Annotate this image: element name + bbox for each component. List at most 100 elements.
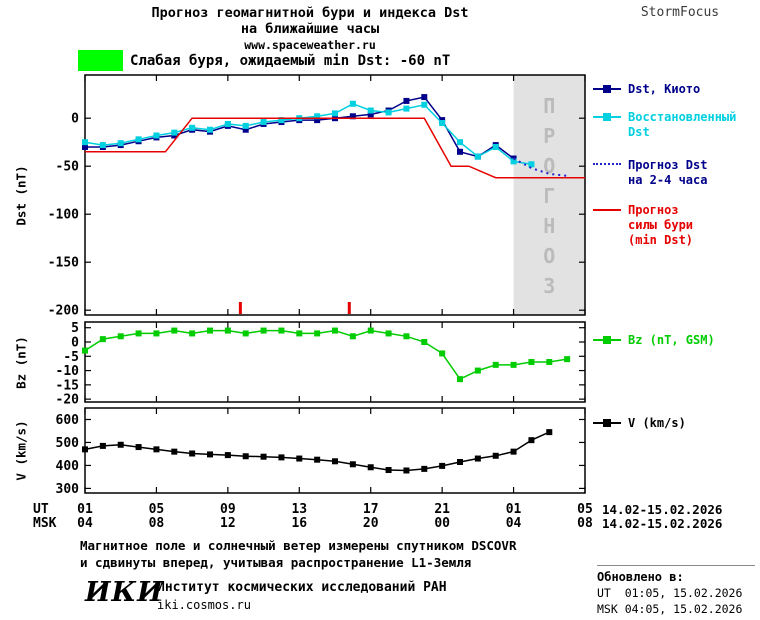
series-bz (84, 329, 568, 381)
footnote-line2: и сдвинуты вперед, учитывая распростране… (80, 555, 472, 570)
data-point (332, 110, 338, 117)
legend-item-storm-forecast: Прогноз силы бури (min Dst) (593, 203, 760, 248)
updated-block: Обновлено в: UT 01:05, 15.02.2026 MSK 04… (597, 565, 755, 616)
data-point (421, 94, 428, 101)
data-point (207, 451, 213, 458)
data-point (474, 455, 481, 462)
data-point (349, 461, 356, 468)
x-tick-label: 17 (362, 502, 379, 517)
v-marker-icon (593, 417, 621, 430)
data-point (242, 126, 249, 133)
data-point (457, 139, 463, 146)
institute-name: Институт космических исследований РАН (157, 580, 447, 595)
data-point (296, 330, 303, 337)
dst-kyoto-marker-icon (593, 83, 621, 96)
data-point (349, 100, 356, 107)
updated-label: Обновлено в: (597, 570, 684, 584)
data-point (510, 448, 517, 455)
data-point (385, 467, 392, 474)
legend-label: V (km/s) (628, 416, 686, 430)
data-point (367, 107, 374, 114)
data-point (332, 458, 338, 465)
x-tick-label: 09 (220, 502, 236, 517)
data-point (189, 330, 196, 337)
data-point (367, 111, 374, 118)
legend-item-dst-kyoto: Dst, Киото (593, 82, 760, 97)
data-point (564, 356, 571, 363)
page-title: Прогноз геомагнитной бури и индекса Dst (151, 5, 469, 21)
ut-date-range: 14.02-15.02.2026 (602, 502, 723, 517)
legend-label: Прогноз Dst на 2-4 часа (628, 158, 708, 187)
data-point (367, 464, 374, 471)
x-tick-label: 01 (77, 502, 93, 517)
y-tick-label: 0 (71, 112, 79, 127)
data-point (546, 429, 553, 436)
y-tick-label: 5 (71, 321, 79, 336)
iki-site-link[interactable]: iki.cosmos.ru (157, 598, 251, 612)
data-point (403, 467, 410, 474)
data-point (403, 105, 410, 112)
data-point (421, 101, 428, 108)
data-point (278, 117, 285, 124)
data-point (135, 330, 142, 337)
data-point (278, 327, 285, 334)
data-point (82, 347, 88, 354)
legend-label: Восстановленный Dst (628, 110, 737, 139)
data-point (99, 336, 106, 343)
data-point (260, 119, 267, 126)
y-tick-label: -15 (56, 378, 79, 393)
data-point (439, 350, 446, 357)
forecast-region (513, 75, 585, 315)
data-point (367, 327, 374, 334)
data-point (421, 339, 428, 345)
y-tick-label: -150 (48, 256, 79, 271)
data-point (242, 122, 249, 129)
data-point (224, 120, 231, 127)
ut-tick-row: 01 05 09 13 17 21 01 05 (45, 502, 593, 517)
ut-axis-label: UT (33, 502, 49, 517)
data-point (296, 455, 303, 462)
dst-y-axis-label: Dst (nT) (13, 165, 29, 226)
data-point (457, 376, 463, 383)
x-tick-label: 04 (77, 516, 93, 531)
data-point (474, 367, 481, 374)
data-point (171, 129, 178, 136)
forecast-region-label: Р (543, 124, 555, 148)
data-point (385, 330, 392, 337)
data-point (457, 458, 463, 465)
x-tick-label: 12 (220, 516, 236, 531)
data-point (260, 327, 267, 334)
legend-item-forecast-dst: Прогноз Dst на 2-4 часа (593, 158, 760, 188)
y-tick-label: -10 (56, 364, 80, 379)
storm-forecast-marker-icon (593, 204, 621, 217)
data-point (171, 327, 178, 334)
msk-tick-row: 04 08 12 16 20 00 04 08 (45, 516, 593, 531)
y-tick-label: -5 (63, 350, 79, 365)
data-point (314, 456, 321, 463)
data-point (82, 139, 88, 146)
data-point (207, 327, 213, 334)
data-point (403, 97, 410, 104)
plot-frame (84, 74, 586, 316)
v-chart: 600 500 400 300 (56, 407, 586, 497)
site-url-link[interactable]: www.spaceweather.ru (244, 38, 376, 52)
forecast-region-label: П (543, 94, 555, 118)
data-point (224, 327, 231, 334)
data-point (474, 153, 481, 160)
legend-item-v: V (km/s) (593, 416, 760, 431)
data-point (492, 361, 499, 368)
data-point (117, 333, 124, 340)
y-tick-label: -20 (56, 393, 80, 406)
x-tick-label: 00 (434, 516, 450, 531)
x-tick-label: 08 (148, 516, 165, 531)
data-point (153, 330, 160, 337)
data-point (260, 453, 267, 460)
x-tick-label: 05 (577, 502, 593, 517)
data-point (207, 126, 213, 133)
data-point (403, 333, 410, 340)
y-tick-label: -100 (48, 208, 79, 223)
legend-item-restored-dst: Восстановленный Dst (593, 110, 760, 140)
data-point (510, 361, 517, 368)
data-point (457, 148, 463, 155)
forecast-region-label: Н (543, 214, 555, 238)
